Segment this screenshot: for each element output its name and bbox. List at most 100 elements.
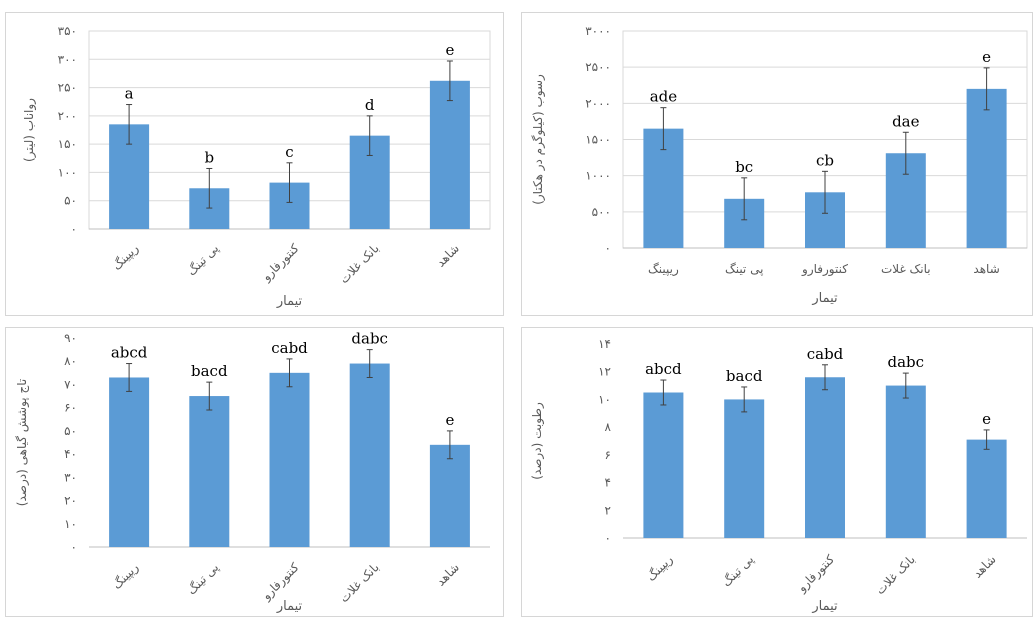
moisture-chart-panel: ۰ ۲ ۴ ۶ ۸ ۱۰ ۱۲ ۱۴ abcd ریپینگ bacd پی تینگ cabd کنتو… (521, 327, 1033, 617)
significance-letter: dabc (888, 353, 925, 371)
bar (805, 377, 845, 538)
significance-letter: ade (650, 88, 678, 106)
y-tick-label: ۴ (605, 476, 611, 490)
significance-letter: cb (816, 151, 834, 169)
category-label: پی تینگ (184, 241, 221, 278)
bar (966, 439, 1007, 538)
category-label: بانک غلات (337, 241, 382, 286)
x-axis-title: تیمار (276, 599, 303, 614)
y-tick-label: ۲۵۰ (58, 81, 77, 95)
category-label: ریپینگ (644, 552, 676, 584)
y-tick-label: ۳۰ (64, 470, 77, 484)
y-tick-label: ۰ (71, 222, 77, 236)
y-tick-label: ۲۵۰۰ (585, 60, 611, 74)
y-tick-label: ۲۰۰۰ (585, 96, 611, 110)
y-tick-label: ۱۵۰۰ (585, 133, 611, 147)
bar (724, 399, 765, 538)
y-tick-label: ۱۰۰ (58, 165, 77, 179)
y-tick-label: ۸ (605, 420, 612, 434)
significance-letter: cabd (807, 345, 844, 363)
bar (109, 377, 150, 547)
significance-letter: a (125, 85, 134, 103)
category-label: شاهد (970, 552, 999, 581)
y-tick-label: ۰ (605, 531, 611, 545)
significance-letter: abcd (645, 360, 682, 378)
significance-letter: e (982, 48, 991, 66)
y-tick-label: ۵۰ (64, 194, 77, 208)
y-tick-label: ۳۰۰ (58, 52, 77, 66)
significance-letter: cabd (271, 339, 308, 357)
bar (643, 392, 684, 538)
y-tick-label: ۱۴ (598, 337, 611, 351)
y-tick-label: ۰ (605, 241, 611, 255)
bar (885, 385, 926, 538)
sediment-chart-panel: ۰ ۵۰۰ ۱۰۰۰ ۱۵۰۰ ۲۰۰۰ ۲۵۰۰ ۳۰۰۰ ade ریپینگ bc پی تی… (521, 12, 1033, 316)
category-label: ریپینگ (648, 262, 679, 277)
y-axis-title: رطوبت (درصد) (530, 402, 545, 480)
y-tick-label: ۸۰ (64, 354, 77, 368)
runoff-chart: ۰ ۵۰ ۱۰۰ ۱۵۰ ۲۰۰ ۲۵۰ ۳۰۰ ۳۵۰ a ریپینگ b پی تینگ c کنت… (22, 24, 491, 309)
y-tick-label: ۹۰ (64, 331, 77, 345)
y-tick-label: ۲۰۰ (58, 109, 77, 123)
significance-letter: bacd (191, 362, 228, 380)
category-label: کنتورفارو (801, 262, 848, 277)
bar (966, 88, 1007, 248)
y-tick-label: ۱۲ (598, 365, 611, 379)
bar (349, 363, 390, 547)
bar (429, 444, 470, 547)
significance-letter: bc (735, 158, 753, 176)
y-axis-title: تاج پوشش گیاهی (درصد) (15, 379, 30, 506)
y-tick-label: ۷۰ (64, 377, 77, 391)
category-label: بانک غلات (881, 262, 931, 276)
bar (269, 372, 310, 547)
significance-letter: e (982, 410, 991, 428)
y-tick-label: ۶۰ (64, 401, 77, 415)
significance-letter: e (445, 411, 454, 429)
x-axis-title: تیمار (276, 294, 303, 309)
category-label: شاهد (433, 560, 462, 589)
category-label: بانک غلات (873, 552, 918, 597)
category-label: ریپینگ (110, 560, 142, 592)
y-axis-title: رواناب (لیتر) (22, 98, 37, 162)
y-tick-label: ۲ (605, 503, 611, 517)
x-axis-title: تیمار (811, 599, 838, 614)
category-label: پی تینگ (725, 262, 763, 276)
y-tick-label: ۵۰ (64, 424, 77, 438)
runoff-chart-panel: ۰ ۵۰ ۱۰۰ ۱۵۰ ۲۰۰ ۲۵۰ ۳۰۰ ۳۵۰ a ریپینگ b پی تینگ c کنت… (5, 12, 504, 316)
y-tick-label: ۱۰۰۰ (585, 169, 611, 183)
sediment-chart: ۰ ۵۰۰ ۱۰۰۰ ۱۵۰۰ ۲۰۰۰ ۲۵۰۰ ۳۰۰۰ ade ریپینگ bc پی تی… (531, 24, 1028, 306)
category-label: ریپینگ (110, 241, 142, 273)
category-label: شاهد (973, 262, 999, 276)
y-tick-label: ۱۵۰ (58, 137, 77, 151)
category-label: کنتورفارو (259, 241, 303, 285)
x-axis-title: تیمار (811, 291, 838, 306)
category-label: پی تینگ (184, 560, 221, 597)
y-tick-label: ۵۰۰ (592, 205, 611, 219)
bar (189, 396, 230, 547)
significance-letter: bacd (726, 367, 763, 385)
category-label: بانک غلات (337, 560, 382, 605)
bar (429, 80, 470, 229)
y-tick-label: ۰ (71, 540, 77, 554)
category-label: شاهد (433, 241, 462, 270)
category-label: کنتورفارو (259, 560, 303, 604)
y-tick-label: ۳۰۰۰ (585, 24, 611, 38)
canopy-cover-chart: ۰ ۱۰ ۲۰ ۳۰ ۴۰ ۵۰ ۶۰ ۷۰ ۸۰ ۹۰ abcd ریپینگ bacd پی تینگ… (15, 330, 490, 614)
significance-letter: dae (892, 112, 920, 130)
category-label: کنتورفارو (794, 552, 838, 596)
y-tick-label: ۱۰ (64, 517, 77, 531)
category-label: پی تینگ (719, 552, 756, 589)
y-tick-label: ۶ (605, 448, 611, 462)
y-tick-label: ۱۰ (598, 392, 611, 406)
significance-letter: c (285, 143, 293, 161)
significance-letter: dabc (351, 330, 388, 348)
significance-letter: e (445, 41, 454, 59)
y-tick-label: ۳۵۰ (58, 24, 77, 38)
y-tick-label: ۴۰ (64, 447, 77, 461)
y-axis-title: رسوب (کیلوگرم در هکتار) (531, 74, 546, 205)
moisture-chart: ۰ ۲ ۴ ۶ ۸ ۱۰ ۱۲ ۱۴ abcd ریپینگ bacd پی تینگ cabd کنتو… (530, 337, 1027, 614)
y-tick-label: ۲۰ (64, 494, 77, 508)
canopy-chart-panel: ۰ ۱۰ ۲۰ ۳۰ ۴۰ ۵۰ ۶۰ ۷۰ ۸۰ ۹۰ abcd ریپینگ bacd پی تینگ… (5, 327, 504, 617)
significance-letter: d (365, 96, 375, 114)
significance-letter: abcd (111, 344, 148, 362)
